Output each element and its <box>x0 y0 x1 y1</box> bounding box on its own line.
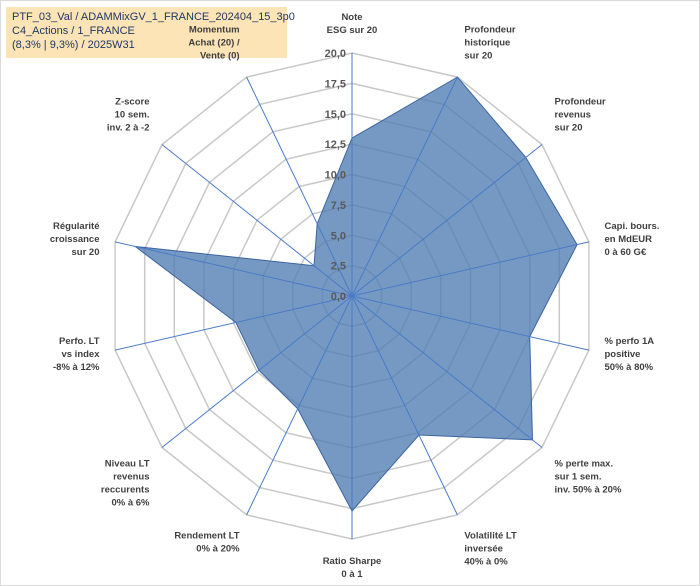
axis-label-6: Volatilité LT inversée 40% à 0% <box>464 530 517 567</box>
tick-label-2: 5,0 <box>331 230 346 242</box>
tick-label-3: 7,5 <box>331 200 346 212</box>
axis-label-4: % perfo 1A positive 50% à 80% <box>605 336 655 373</box>
spoke-5 <box>351 295 543 448</box>
axis-label-7: Ratio Sharpe 0 à 1 <box>323 556 382 580</box>
axis-label-10: Perfo. LT vs index -8% à 12% <box>53 336 100 373</box>
spoke-11 <box>114 241 353 297</box>
tick-label-8: 20,0 <box>325 48 346 60</box>
spoke-8 <box>246 295 353 516</box>
spoke-1 <box>351 76 458 297</box>
spoke-2 <box>351 144 543 297</box>
axis-label-0: Note ESG sur 20 <box>327 12 378 36</box>
tick-label-7: 17,5 <box>325 78 346 90</box>
axis-label-2: Profondeur revenus sur 20 <box>555 97 606 134</box>
axis-label-12: Z-score 10 sem. inv. 2 à -2 <box>107 97 150 134</box>
axis-label-5: % perte max. sur 1 sem. inv. 50% à 20% <box>555 459 622 496</box>
chart-title-line-1: PTF_03_Val / ADAMMixGV_1_FRANCE_202404_1… <box>12 11 295 23</box>
tick-label-4: 10,0 <box>325 170 346 182</box>
tick-label-0: 0,0 <box>331 291 346 303</box>
spoke-13 <box>246 76 353 297</box>
axis-label-8: Rendement LT 0% à 20% <box>174 530 240 554</box>
spoke-4 <box>351 295 590 351</box>
series-area <box>133 76 578 512</box>
axis-label-13: Momentum Achat (20) / Vente (0) <box>188 25 240 62</box>
spoke-6 <box>351 295 458 516</box>
chart-title-line-2: C4_Actions / 1_FRANCE <box>12 25 135 37</box>
spoke-12 <box>161 144 353 297</box>
spoke-9 <box>161 295 353 448</box>
tick-label-1: 2,5 <box>331 261 346 273</box>
spoke-3 <box>351 241 590 297</box>
axis-label-3: Capi. bours. en MdEUR 0 à 60 G€ <box>605 221 660 258</box>
tick-label-6: 15,0 <box>325 109 346 121</box>
axis-label-11: Régularité croissance sur 20 <box>50 221 100 258</box>
tick-label-5: 12,5 <box>325 139 346 151</box>
axis-label-1: Profondeur historique sur 20 <box>464 25 515 62</box>
axis-label-9: Niveau LT revenus reccurents 0% à 6% <box>101 459 150 509</box>
spoke-10 <box>114 295 353 351</box>
chart-title-line-3: (8,3% | 9,3%) / 2025W31 <box>12 39 135 51</box>
chart-title-box: PTF_03_Val / ADAMMixGV_1_FRANCE_202404_1… <box>6 7 295 58</box>
